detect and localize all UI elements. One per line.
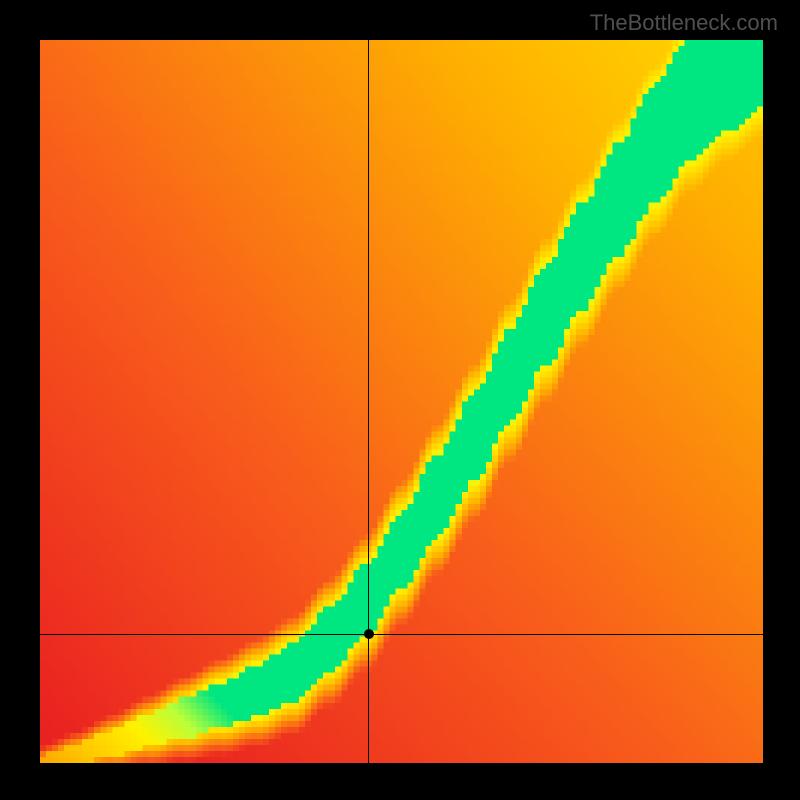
- source-watermark: TheBottleneck.com: [590, 10, 778, 36]
- crosshair-point: [364, 629, 374, 639]
- crosshair-vertical: [368, 40, 369, 763]
- heatmap-plot: [40, 40, 763, 763]
- crosshair-horizontal: [40, 634, 763, 635]
- heatmap-canvas: [40, 40, 763, 763]
